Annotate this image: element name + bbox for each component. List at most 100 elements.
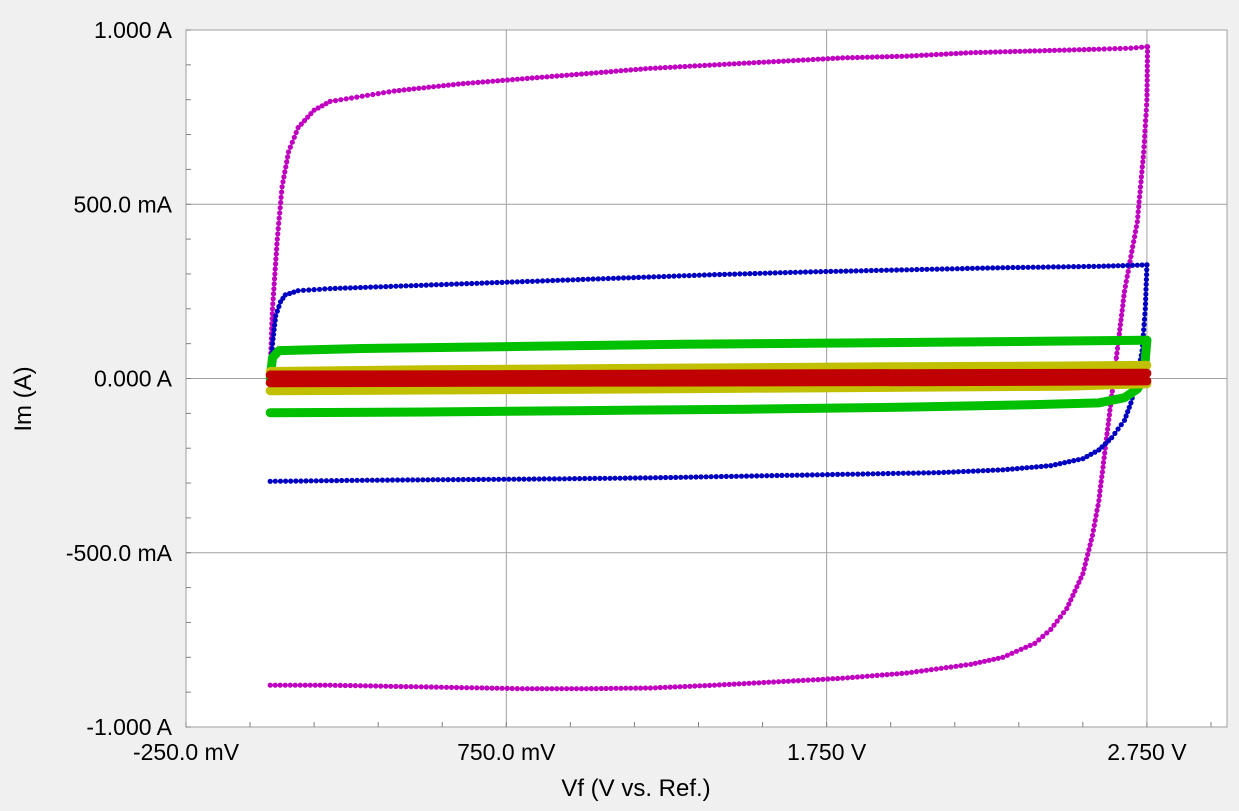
series-1-upper-point-177 xyxy=(1086,263,1092,269)
series-2-lower-point-97 xyxy=(843,404,852,412)
series-0-upper-point-111 xyxy=(598,69,604,75)
series-0-lower-point-155 xyxy=(1032,640,1038,647)
series-1-upper-point-147 xyxy=(934,266,940,272)
series-3-upper-point-95 xyxy=(831,363,840,371)
series-0-lower-point-174 xyxy=(1082,561,1088,567)
series-0-lower-point-136 xyxy=(943,665,949,671)
series-1-upper-point-98 xyxy=(686,273,692,279)
series-0-lower-point-56 xyxy=(549,686,555,692)
series-0-upper-point-133 xyxy=(707,62,713,68)
series-0-lower-point-86 xyxy=(697,683,703,689)
series-1-upper-point-15 xyxy=(276,303,282,310)
series-0-lower-point-156 xyxy=(1036,637,1042,643)
series-0-upper-point-52 xyxy=(308,111,314,117)
series-3-upper-point-110 xyxy=(920,362,929,371)
series-2-upper-point-136 xyxy=(1047,337,1055,345)
series-4-lower-point-19 xyxy=(379,378,388,387)
series-0-lower-point-122 xyxy=(874,672,880,679)
series-0-lower-point-182 xyxy=(1091,522,1097,529)
series-2-lower-point-10 xyxy=(326,408,335,417)
series-4-upper-point-25 xyxy=(415,371,423,379)
series-2-upper-point-80 xyxy=(714,340,722,348)
series-0-upper-point-37 xyxy=(280,179,286,185)
series-0-lower-point-111 xyxy=(820,676,826,682)
series-3-lower-point-8 xyxy=(314,386,323,395)
series-1-upper-point-89 xyxy=(641,274,647,280)
series-0-upper-point-46 xyxy=(291,134,297,140)
series-2-lower-point-86 xyxy=(778,404,786,413)
series-0-lower-point-71 xyxy=(623,685,629,691)
series-2-upper-point-92 xyxy=(785,339,793,348)
series-4-upper-point-9 xyxy=(320,371,328,379)
series-1-lower-point-25 xyxy=(395,477,401,483)
series-3-upper-point-90 xyxy=(802,363,810,372)
series-0-lower-point-263 xyxy=(1142,128,1148,134)
series-1-lower-point-82 xyxy=(683,474,689,480)
series-4-upper-point-38 xyxy=(492,370,501,379)
series-0-upper-point-182 xyxy=(948,51,954,57)
series-4-lower-point-18 xyxy=(373,378,382,387)
series-1-upper-point-111 xyxy=(752,270,758,277)
series-3-upper-point-136 xyxy=(1075,362,1083,370)
series-1-lower-point-167 xyxy=(1099,444,1105,450)
series-0-lower-point-171 xyxy=(1078,575,1084,581)
series-1-upper-point-69 xyxy=(540,278,546,284)
series-2-lower-point-62 xyxy=(636,406,644,414)
series-2-upper-point-55 xyxy=(566,342,574,350)
series-1-lower-point-93 xyxy=(738,473,745,479)
series-4-upper-point-91 xyxy=(813,370,822,378)
series-4-upper-point-136 xyxy=(1083,369,1092,378)
series-1-upper-point-20 xyxy=(291,289,297,295)
series-3-upper-point-109 xyxy=(914,362,923,371)
series-2-lower-point-100 xyxy=(861,403,869,412)
series-0-upper-point-196 xyxy=(1017,48,1023,54)
series-1-upper-point-148 xyxy=(939,266,945,272)
series-2-lower-point-3 xyxy=(284,408,293,417)
series-2-lower-point-124 xyxy=(1006,401,1015,409)
series-4-lower-point-145 xyxy=(1137,377,1145,385)
series-2-lower-point-127 xyxy=(1024,401,1033,409)
series-0-upper-point-41 xyxy=(284,159,290,165)
series-0-lower-point-77 xyxy=(652,685,659,691)
series-4-upper-point-143 xyxy=(1125,369,1133,378)
series-1-lower-point-141 xyxy=(980,468,986,474)
series-2-upper-point-12 xyxy=(310,345,319,354)
series-0-lower-point-37 xyxy=(454,684,460,691)
series-0-lower-point-6 xyxy=(297,682,303,688)
series-4-upper-point-92 xyxy=(819,370,828,378)
series-1-upper-point-140 xyxy=(899,267,905,273)
series-4-lower-point-68 xyxy=(674,378,682,386)
series-2-upper-point-36 xyxy=(453,343,461,352)
series-4-upper-point-80 xyxy=(747,370,755,378)
series-1-upper-point-11 xyxy=(272,322,278,328)
series-1-upper-point-167 xyxy=(1035,264,1041,270)
series-0-upper-point-148 xyxy=(780,58,787,64)
series-1-lower-point-199 xyxy=(1143,296,1149,302)
series-2-lower-point-113 xyxy=(939,402,948,411)
series-2-lower-point-33 xyxy=(464,407,472,416)
series-2-lower-point-12 xyxy=(338,408,347,417)
series-4-lower-point-112 xyxy=(940,377,949,386)
series-3-lower-point-57 xyxy=(606,385,614,393)
series-4-lower-point-70 xyxy=(686,378,695,386)
series-2-lower-point-30 xyxy=(446,407,454,416)
series-0-upper-point-25 xyxy=(274,241,280,247)
series-1-lower-point-17 xyxy=(354,477,360,483)
series-2-upper-point-143 xyxy=(1089,336,1097,345)
series-0-upper-point-176 xyxy=(918,52,925,58)
series-1-lower-point-23 xyxy=(384,477,391,483)
series-2-upper-point-95 xyxy=(803,339,811,348)
series-1-upper-point-141 xyxy=(904,267,910,273)
series-0-upper-point-54 xyxy=(315,105,321,111)
series-0-upper-point-161 xyxy=(845,55,851,61)
series-1-upper-point-185 xyxy=(1125,262,1131,268)
series-1-lower-point-194 xyxy=(1141,321,1147,328)
series-1-lower-point-193 xyxy=(1141,327,1147,333)
series-0-upper-point-119 xyxy=(638,66,644,72)
series-4-lower-point-59 xyxy=(619,378,628,386)
series-2-upper-point-59 xyxy=(589,341,598,350)
series-0-lower-point-101 xyxy=(771,679,777,685)
series-1-upper-point-149 xyxy=(944,266,950,272)
series-4-upper-point-1 xyxy=(272,371,281,379)
series-3-lower-point-53 xyxy=(582,385,591,394)
